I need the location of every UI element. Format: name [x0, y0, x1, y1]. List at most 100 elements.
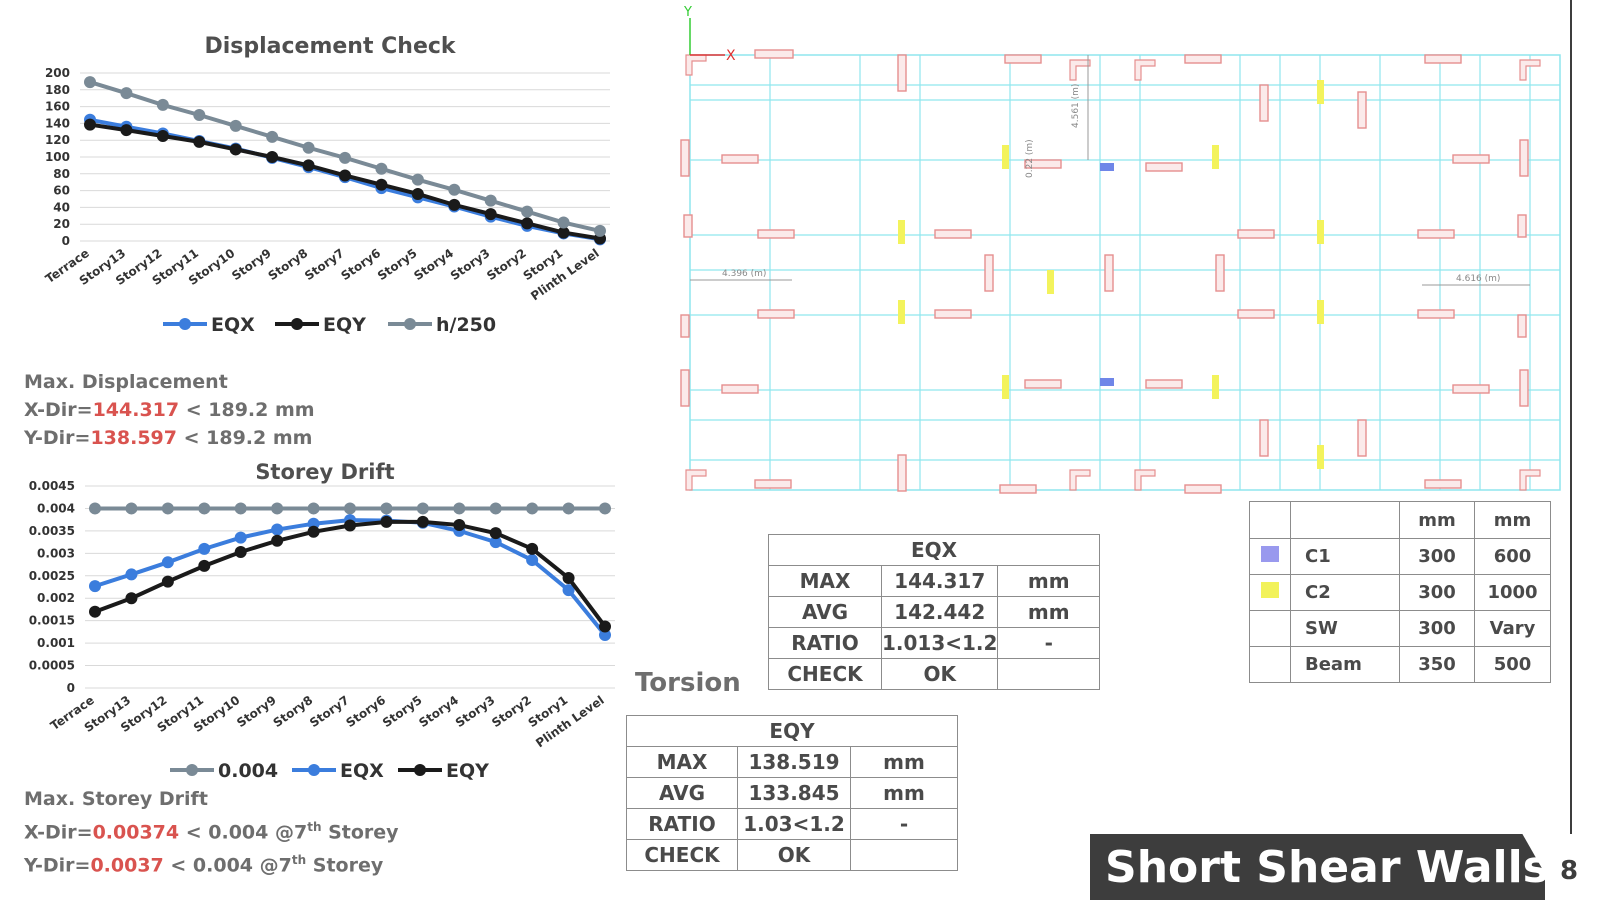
y-tick-label: 80: [53, 167, 70, 181]
legend-marker: [291, 318, 303, 330]
data-point: [562, 572, 575, 585]
data-point: [229, 119, 242, 132]
x-tick-label: Story6: [338, 246, 383, 283]
x-drift-tail: Storey: [321, 821, 399, 844]
table-cell: mm: [997, 565, 1100, 597]
table-cell: 144.317: [880, 565, 999, 597]
c1-color-swatch: [1261, 546, 1279, 562]
shear-wall: [999, 484, 1037, 494]
x-displacement-value: 144.317: [92, 399, 180, 421]
shear-wall: [1424, 54, 1462, 64]
shear-wall: [1104, 254, 1114, 292]
shear-wall: [1357, 91, 1367, 129]
legend-label: EQY: [446, 760, 489, 782]
y-tick-label: 0: [62, 234, 70, 248]
corner-wall: [1134, 59, 1156, 81]
table-cell: 600: [1474, 538, 1551, 575]
x-tick-label: Story2: [484, 246, 529, 283]
table-row: RATIO 1.013<1.2-: [768, 627, 1100, 659]
y-drift-sup: th: [291, 853, 307, 868]
table-cell: AVG: [768, 596, 882, 628]
data-point: [344, 519, 356, 532]
data-point: [453, 502, 466, 515]
shear-wall: [1519, 369, 1529, 407]
data-point: [562, 584, 575, 597]
data-point: [484, 194, 497, 207]
data-point: [521, 217, 534, 230]
shear-wall: [721, 154, 759, 164]
legend-label: h/250: [436, 314, 496, 336]
eqy-table: EQY MAX 138.519 mm AVG 133.845 mm RATIO 1.03<…: [626, 715, 958, 871]
data-point: [344, 502, 356, 515]
swatch-cell: [1249, 538, 1291, 575]
data-point: [234, 502, 247, 515]
corner-wall: [1134, 469, 1156, 491]
member-size-table: mm mm C1 300 600 C2 300 1000 SW 300 Vary…: [1249, 501, 1551, 683]
table-row: RATIO 1.03<1.2-: [626, 808, 958, 840]
shear-wall: [1517, 214, 1527, 238]
shear-wall: [1024, 379, 1062, 389]
shear-wall: [683, 214, 693, 238]
data-point: [271, 523, 284, 536]
header-cell: [1249, 501, 1291, 539]
footer-divider-line: [1570, 0, 1572, 834]
corner-wall: [1519, 59, 1541, 81]
swatch-cell: [1249, 574, 1291, 611]
table-row: CHECK OK: [768, 658, 1100, 690]
max-displacement-block: Max. Displacement X-Dir=144.317 < 189.2 …: [24, 368, 315, 452]
header-cell: mm: [1474, 501, 1551, 539]
data-point: [375, 162, 388, 175]
table-row: AVG 142.442 mm: [768, 596, 1100, 628]
y-tick-label: 0.002: [37, 591, 75, 605]
footer-banner-tab: [1545, 834, 1600, 900]
data-point: [339, 151, 351, 164]
x-tick-label: Story3: [453, 693, 498, 730]
column-c2: [1212, 375, 1219, 399]
table-row: AVG 133.845 mm: [626, 777, 958, 809]
data-point: [416, 515, 429, 528]
corner-wall: [1069, 59, 1091, 81]
x-drift-value: 0.00374: [92, 821, 180, 844]
shear-wall: [1357, 419, 1367, 457]
table-cell: 350: [1399, 646, 1475, 683]
c2-color-swatch: [1261, 582, 1279, 598]
data-point: [156, 98, 169, 111]
data-point: [448, 198, 461, 211]
column-c2: [1002, 375, 1009, 399]
column-c2: [1212, 145, 1219, 169]
table-cell: 300: [1399, 538, 1475, 575]
table-cell: 500: [1474, 646, 1551, 683]
table-cell: RATIO: [768, 627, 882, 659]
data-point: [411, 173, 424, 186]
shear-wall: [1237, 229, 1275, 239]
shear-wall: [1452, 154, 1490, 164]
legend-label: 0.004: [218, 760, 278, 782]
data-point: [489, 502, 502, 515]
table-cell: 300: [1399, 574, 1475, 611]
torsion-label: Torsion: [635, 668, 741, 698]
data-point: [599, 502, 611, 515]
x-tick-label: Story5: [375, 246, 420, 283]
y-dir-label: Y-Dir=: [24, 427, 91, 449]
x-dir-label: X-Dir=: [24, 399, 93, 421]
table-cell: mm: [850, 777, 958, 809]
table-cell: OK: [880, 658, 999, 690]
data-point: [125, 568, 138, 581]
x-tick-label: Story5: [380, 693, 425, 730]
x-tick-label: Story3: [448, 246, 493, 283]
data-point: [234, 531, 247, 544]
y-tick-label: 180: [45, 83, 70, 97]
table-cell: 1.03<1.2: [737, 808, 851, 840]
eqx-table-title: EQX: [768, 534, 1100, 566]
data-point: [307, 525, 320, 538]
y-tick-label: 20: [53, 217, 70, 231]
shear-wall: [754, 479, 792, 489]
y-tick-label: 0: [67, 681, 75, 695]
swatch-cell: [1249, 646, 1291, 683]
data-point: [448, 183, 461, 196]
shear-wall: [1145, 162, 1183, 172]
shear-wall: [1145, 379, 1183, 389]
shear-wall: [1184, 484, 1222, 494]
max-displacement-heading: Max. Displacement: [24, 371, 228, 393]
data-point: [594, 224, 606, 237]
